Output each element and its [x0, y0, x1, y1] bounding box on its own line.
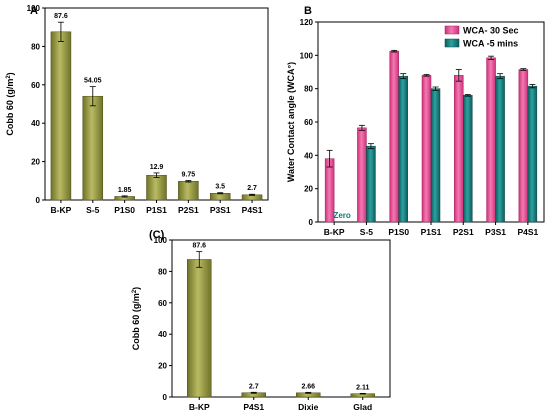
a-bar — [82, 95, 104, 201]
b-legend-label-wca-5-mins: WCA -5 mins — [463, 39, 518, 49]
b-x-tick-label: B-KP — [324, 227, 345, 237]
a-y-tick-label: 100 — [27, 4, 41, 13]
c-y-tick-label: 60 — [158, 299, 167, 308]
c-bar — [187, 259, 212, 398]
b-x-tick-label: P1S0 — [388, 227, 409, 237]
b-y-tick-label: 40 — [304, 151, 313, 160]
b-bar-wca-5-mins — [527, 85, 538, 223]
c-data-label: 2.7 — [249, 383, 259, 390]
b-y-axis-label: Water Contact angle (WCA°) — [286, 62, 296, 182]
b-x-tick-label: P2S1 — [453, 227, 474, 237]
b-x-tick-label: P3S1 — [485, 227, 506, 237]
c-x-tick-label: Glad — [353, 402, 372, 412]
b-legend-label-wca-30-sec: WCA- 30 Sec — [463, 26, 519, 36]
a-x-tick-label: B-KP — [51, 205, 72, 215]
a-panel-label: A — [30, 5, 38, 17]
c-plot-frame — [171, 239, 391, 398]
c-y-axis-label: Cobb 60 (g/m2) — [131, 287, 141, 350]
a-data-label: 54.05 — [84, 78, 102, 85]
c-y-tick-label: 0 — [163, 393, 168, 402]
a-bar — [146, 174, 167, 201]
b-y-tick-label: 80 — [304, 85, 313, 94]
a-y-tick-label: 40 — [31, 119, 40, 128]
b-bar-wca-5-mins — [430, 88, 441, 223]
b-bar-wca-5-mins — [463, 95, 473, 223]
c-y-tick-label: 20 — [158, 362, 167, 371]
a-data-label: 9.75 — [182, 172, 196, 179]
b-bar-wca-30-sec — [421, 75, 432, 223]
a-bar — [178, 181, 199, 201]
a-x-tick-label: P1S0 — [114, 205, 135, 215]
a-x-tick-label: P2S1 — [178, 205, 199, 215]
c-y-tick-label: 80 — [158, 267, 167, 276]
b-bar-wca-30-sec — [486, 57, 496, 223]
chart-panel-b: 0 20 40 60 80 100 120 B-KP S-5 P1S0 P1S1 P2S1 P3S1 P4… — [286, 5, 545, 237]
b-bar-wca-5-mins — [366, 145, 376, 223]
b-x-tick-label: P4S1 — [517, 227, 538, 237]
b-x-tick-label: S-5 — [360, 227, 374, 237]
c-data-label: 2.11 — [356, 384, 369, 391]
a-data-label: 2.7 — [247, 185, 257, 192]
chart-panel-c: 0 20 40 60 80 100 87.6 B-KP 2.7 P4S1 2.66 Dixie 2.11… — [131, 229, 391, 412]
b-panel-label: B — [304, 5, 312, 17]
a-data-label: 1.85 — [118, 187, 132, 194]
b-legend-swatch-wca-5-mins — [444, 38, 460, 48]
a-data-label: 3.5 — [215, 184, 225, 191]
b-y-tick-label: 100 — [300, 51, 314, 60]
c-x-tick-label: Dixie — [298, 402, 319, 412]
a-plot-frame — [44, 7, 269, 201]
b-bar-wca-30-sec — [454, 75, 464, 223]
a-bar — [209, 193, 231, 201]
b-y-tick-label: 20 — [304, 185, 313, 194]
b-bar-wca-5-mins — [495, 75, 505, 223]
b-bar-wca-30-sec — [357, 127, 367, 223]
b-annotation-zero: Zero — [333, 211, 350, 220]
a-x-tick-label: P1S1 — [146, 205, 167, 215]
b-y-tick-label: 60 — [304, 118, 313, 127]
b-y-tick-label: 120 — [300, 18, 314, 27]
a-y-tick-label: 0 — [36, 196, 41, 205]
chart-panel-a: 0 20 40 60 80 100 87.6 B-KP 54.05 S-5 1.85 P1S0 12.9… — [5, 4, 269, 215]
c-x-tick-label: B-KP — [189, 402, 210, 412]
b-x-tick-label: P1S1 — [421, 227, 442, 237]
a-y-axis-label: Cobb 60 (g/m2) — [5, 72, 15, 135]
c-y-tick-label: 100 — [154, 236, 168, 245]
b-y-tick-label: 0 — [309, 218, 314, 227]
a-data-label: 12.9 — [150, 164, 164, 171]
a-data-label: 87.6 — [54, 13, 68, 20]
a-y-tick-label: 60 — [31, 81, 40, 90]
c-y-tick-label: 40 — [158, 330, 167, 339]
b-bar-wca-5-mins — [398, 75, 408, 223]
b-bar-wca-30-sec — [389, 50, 399, 223]
b-legend-swatch-wca-30-sec — [444, 25, 460, 35]
c-panel-label: (C) — [149, 229, 165, 241]
a-x-tick-label: P3S1 — [210, 205, 231, 215]
c-data-label: 2.66 — [301, 383, 315, 390]
a-y-tick-label: 80 — [31, 42, 40, 51]
a-x-tick-label: P4S1 — [242, 205, 263, 215]
b-bar-wca-30-sec — [518, 69, 529, 223]
a-bar — [50, 31, 72, 201]
a-x-tick-label: S-5 — [86, 205, 100, 215]
a-y-tick-label: 20 — [31, 158, 40, 167]
c-data-label: 87.6 — [192, 243, 206, 250]
c-x-tick-label: P4S1 — [243, 402, 264, 412]
